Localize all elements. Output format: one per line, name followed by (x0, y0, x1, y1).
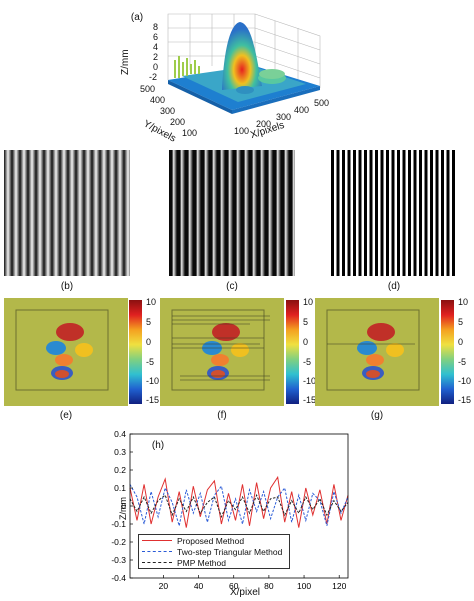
fringe-image-b (4, 150, 130, 276)
x-tick: 500 (314, 98, 330, 108)
fringe-image-c (169, 150, 295, 276)
x-tick-label: 80 (264, 581, 274, 591)
legend-swatch (142, 551, 172, 552)
y-tick-label: 0.4 (114, 429, 126, 439)
x-tick-label: 120 (332, 581, 346, 591)
panel-b-label: (b) (60, 281, 74, 292)
x-tick: 300 (276, 112, 292, 122)
colorbar-g (441, 300, 454, 404)
chart-y-label: Z/mm (118, 497, 128, 520)
cbar-tick: 5 (146, 317, 152, 327)
series-line-2 (129, 493, 349, 519)
panel-h-label: (h) (151, 440, 165, 451)
x-tick: 100 (234, 126, 250, 136)
panel-a-label: (a) (130, 12, 144, 23)
y-tick-label: -0.1 (111, 519, 126, 529)
x-tick: 400 (294, 105, 310, 115)
surface-plot-3d (167, 13, 321, 114)
x-tick-label: 20 (159, 581, 169, 591)
error-map-e (4, 298, 128, 406)
z-tick: -2 (149, 72, 158, 82)
x-tick-label: 40 (194, 581, 204, 591)
y-tick-label: -0.2 (111, 537, 126, 547)
x-tick-label: 60 (229, 581, 239, 591)
line-chart: 0.4 0.3 0.2 0.1 0 -0.1 -0.2 -0.3 -0.4 20 40 60 80 10… (111, 429, 349, 591)
y-tick-label: 0 (121, 501, 126, 511)
z-tick: 8 (153, 22, 159, 32)
colorbar-e (129, 300, 142, 404)
cbar-tick: 10 (458, 297, 469, 307)
error-map-g (315, 298, 439, 406)
x-tick: 200 (256, 119, 272, 129)
legend-item: PMP Method (139, 557, 289, 568)
cbar-tick: -5 (303, 357, 312, 367)
cbar-tick: 0 (303, 337, 309, 347)
cbar-tick: -5 (146, 357, 155, 367)
x-tick-label: 100 (297, 581, 311, 591)
error-map-f (160, 298, 284, 406)
panel-e-label: (e) (59, 410, 73, 421)
y-tick-label: 0.1 (114, 483, 126, 493)
y-tick-label: 0.3 (114, 447, 126, 457)
colorbar-f (286, 300, 299, 404)
cbar-tick: -10 (458, 376, 472, 386)
y-tick-label: -0.3 (111, 555, 126, 565)
series-line-1 (129, 484, 349, 526)
z-tick: 4 (153, 42, 159, 52)
legend-item: Proposed Method (139, 535, 289, 546)
cbar-tick: -5 (458, 357, 467, 367)
chart-legend: Proposed Method Two-step Triangular Meth… (138, 534, 290, 569)
fringe-image-d (331, 150, 457, 276)
cbar-tick: -10 (303, 376, 317, 386)
cbar-tick: -15 (458, 395, 472, 405)
y-tick: 500 (140, 84, 156, 94)
panel-g-label: (g) (370, 410, 384, 421)
y-tick: 200 (170, 117, 186, 127)
cbar-tick: -15 (146, 395, 160, 405)
cbar-tick: 0 (146, 337, 152, 347)
y-tick: 100 (182, 128, 198, 138)
legend-item: Two-step Triangular Method (139, 546, 289, 557)
cbar-tick: -10 (146, 376, 160, 386)
chart-x-label: X/pixel (229, 587, 260, 598)
y-tick-label: 0.2 (114, 465, 126, 475)
z-tick: 2 (153, 52, 159, 62)
legend-swatch (142, 540, 172, 541)
panel-c-label: (c) (226, 281, 238, 292)
y-tick-label: -0.4 (111, 573, 126, 583)
cbar-tick: -15 (303, 395, 317, 405)
cbar-tick: 5 (458, 317, 464, 327)
z-tick: 0 (153, 62, 159, 72)
legend-swatch (142, 562, 172, 563)
z-tick: 6 (153, 32, 159, 42)
legend-label: Proposed Method (177, 535, 245, 546)
legend-label: Two-step Triangular Method (177, 546, 283, 557)
cbar-tick: 10 (146, 297, 157, 307)
cbar-tick: 5 (303, 317, 309, 327)
panel-f-label: (f) (217, 410, 227, 421)
cbar-tick: 10 (303, 297, 314, 307)
legend-label: PMP Method (177, 557, 226, 568)
y-tick: 400 (150, 95, 166, 105)
panel-d-label: (d) (387, 281, 401, 292)
y-tick: 300 (160, 106, 176, 116)
z-axis-label: Z/mm (120, 49, 131, 75)
cbar-tick: 0 (458, 337, 464, 347)
